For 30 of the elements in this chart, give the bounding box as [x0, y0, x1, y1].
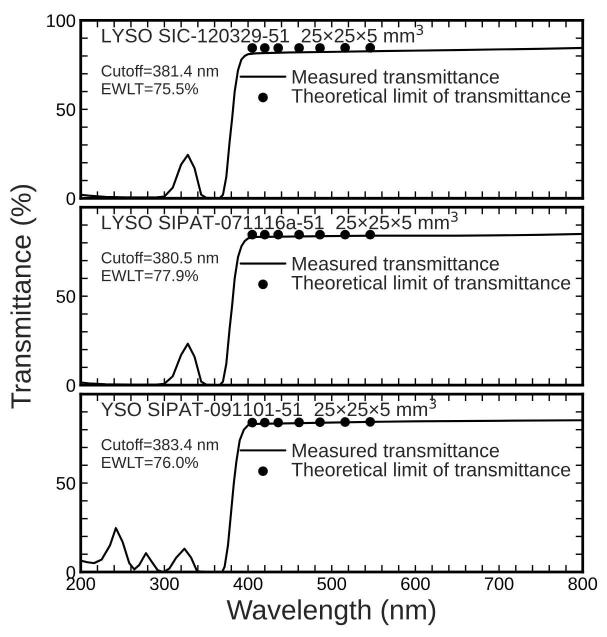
legend-label: Theoretical limit of transmittance	[292, 275, 570, 290]
annotation: Cutoff=381.4 nm	[102, 64, 218, 77]
x-axis-title: Wavelength (nm)	[226, 599, 436, 626]
chart-title: LYSO SIPAT-071116a-51 25×25×5 mm$^{3}$	[102, 212, 458, 230]
legend-label: Measured transmittance	[292, 256, 499, 271]
y-axis-title: Transmittance (%)	[10, 184, 36, 409]
annotation: EWLT=77.9%	[102, 270, 198, 282]
chart-title: LYSO SIC-120329-51 25×25×5 mm$^{3}$	[102, 24, 424, 43]
x-tick-label: 600	[401, 577, 430, 590]
y-tick-label: 0	[66, 192, 76, 206]
annotation: EWLT=76.0%	[102, 456, 198, 468]
y-tick-label: 50	[56, 290, 76, 303]
annotation: Cutoff=380.5 nm	[102, 252, 218, 264]
y-tick-label: 50	[56, 476, 76, 490]
chart-title: YSO SIPAT-091101-51 25×25×5 mm$^{3}$	[101, 398, 436, 416]
y-tick-label: 0	[66, 379, 76, 392]
y-tick-label: 50	[56, 103, 76, 116]
legend-label: Measured transmittance	[292, 69, 499, 84]
legend-label: Theoretical limit of transmittance	[292, 462, 570, 476]
x-tick-label: 700	[484, 577, 514, 590]
y-tick-label: 100	[47, 14, 76, 28]
x-tick-label: 300	[150, 577, 179, 590]
x-tick-label: 200	[66, 577, 96, 590]
x-tick-label: 500	[317, 577, 346, 590]
annotation: EWLT=75.5%	[102, 83, 198, 94]
x-tick-label: 400	[233, 577, 262, 590]
annotation: Cutoff=383.4 nm	[102, 438, 218, 450]
x-tick-label: 800	[568, 577, 598, 590]
legend-label: Measured transmittance	[292, 443, 499, 458]
legend-label: Theoretical limit of transmittance	[292, 88, 570, 103]
